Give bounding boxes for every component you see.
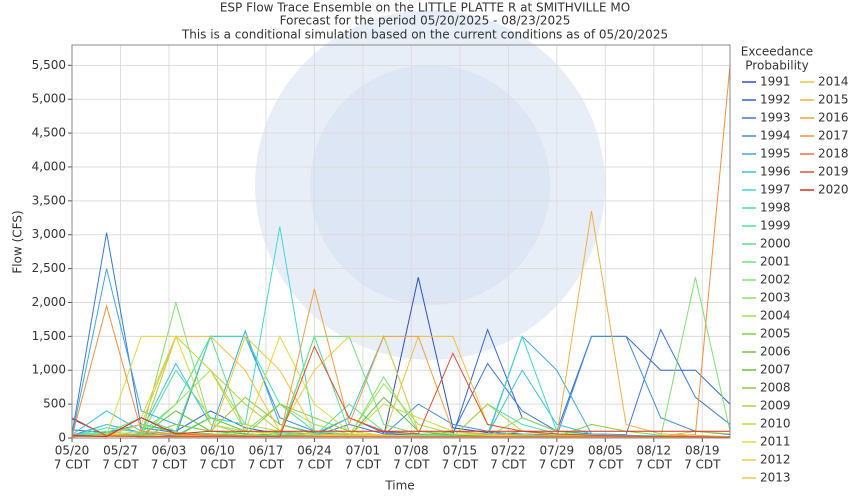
x-tick-label: 06/17 [249,444,284,458]
legend-label: 2013 [760,471,791,485]
series-line [71,369,730,438]
legend-label: 1992 [760,93,791,107]
x-tick-label: 08/19 [685,444,720,458]
legend-label: 2008 [760,381,791,395]
x-tick-label: 7 CDT [102,458,139,472]
y-tick-label: 4,500 [32,126,66,140]
y-axis-label: Flow (CFS) [11,210,25,273]
x-tick-label: 06/10 [200,444,235,458]
x-axis-label: Time [384,479,414,493]
x-tick-label: 7 CDT [345,458,382,472]
y-tick-label: 2,500 [32,261,66,275]
x-tick-label: 7 CDT [151,458,188,472]
legend-label: 1995 [760,147,791,161]
chart-subtitle: Forecast for the period 05/20/2025 - 08/… [280,14,571,28]
series-line [71,345,731,438]
legend-label: 2005 [760,327,791,341]
x-tick-label: 07/15 [443,444,478,458]
series-line [71,417,730,438]
legend-label: 2020 [818,183,849,197]
x-tick-label: 7 CDT [539,458,576,472]
legend-label: 2000 [760,237,791,251]
y-tick-label: 5,500 [32,58,66,72]
legend-label: 2015 [818,93,849,107]
legend-title: Probability [745,59,808,73]
x-tick-label: 07/08 [394,444,429,458]
legend-label: 1994 [760,129,791,143]
legend-label: 2002 [760,273,791,287]
x-tick-label: 06/24 [297,444,332,458]
legend-label: 2017 [818,129,849,143]
series-line [71,417,731,438]
y-tick-label: 5,000 [32,92,66,106]
watermark-inner [310,65,550,305]
legend-label: 2019 [818,165,849,179]
x-tick-label: 06/03 [152,444,187,458]
x-tick-label: 7 CDT [442,458,479,472]
legend-label: 1991 [760,75,791,89]
legend-label: 1998 [760,201,791,215]
x-tick-label: 7 CDT [54,458,91,472]
legend-label: 2007 [760,363,791,377]
x-tick-label: 05/20 [55,444,90,458]
y-tick-label: 500 [43,397,66,411]
chart-title: ESP Flow Trace Ensemble on the LITTLE PL… [220,1,630,15]
legend-label: 1993 [760,111,791,125]
x-tick-label: 07/29 [540,444,575,458]
legend-label: 2011 [760,435,791,449]
x-tick-label: 7 CDT [296,458,333,472]
legend-label: 2018 [818,147,849,161]
legend-label: 2016 [818,111,849,125]
x-tick-label: 07/01 [346,444,381,458]
legend-label: 2001 [760,255,791,269]
y-tick-label: 4,000 [32,159,66,173]
legend-label: 1999 [760,219,791,233]
x-tick-label: 08/12 [637,444,672,458]
y-tick-label: 0 [58,431,66,445]
legend-label: 2010 [760,417,791,431]
chart-subtitle: This is a conditional simulation based o… [181,28,668,42]
legend-label: 1996 [760,165,791,179]
legend-label: 2012 [760,453,791,467]
y-tick-label: 3,500 [32,193,66,207]
y-tick-label: 3,000 [32,227,66,241]
legend-label: 1997 [760,183,791,197]
legend-label: 2009 [760,399,791,413]
x-tick-label: 05/27 [103,444,138,458]
x-tick-label: 08/05 [588,444,623,458]
x-tick-label: 7 CDT [199,458,236,472]
legend-label: 2014 [818,75,849,89]
x-tick-label: 7 CDT [248,458,285,472]
y-tick-label: 2,000 [32,295,66,309]
legend-label: 2006 [760,345,791,359]
x-tick-label: 7 CDT [393,458,430,472]
x-tick-label: 7 CDT [636,458,673,472]
y-tick-label: 1,000 [32,363,66,377]
y-tick-label: 1,500 [32,329,66,343]
legend-label: 2004 [760,309,791,323]
x-tick-label: 7 CDT [684,458,721,472]
x-tick-label: 7 CDT [490,458,527,472]
legend-title: Exceedance [741,45,813,59]
legend-label: 2003 [760,291,791,305]
series-line [71,335,731,437]
plot-frame [71,44,731,439]
x-tick-label: 7 CDT [587,458,624,472]
x-tick-label: 07/22 [491,444,526,458]
